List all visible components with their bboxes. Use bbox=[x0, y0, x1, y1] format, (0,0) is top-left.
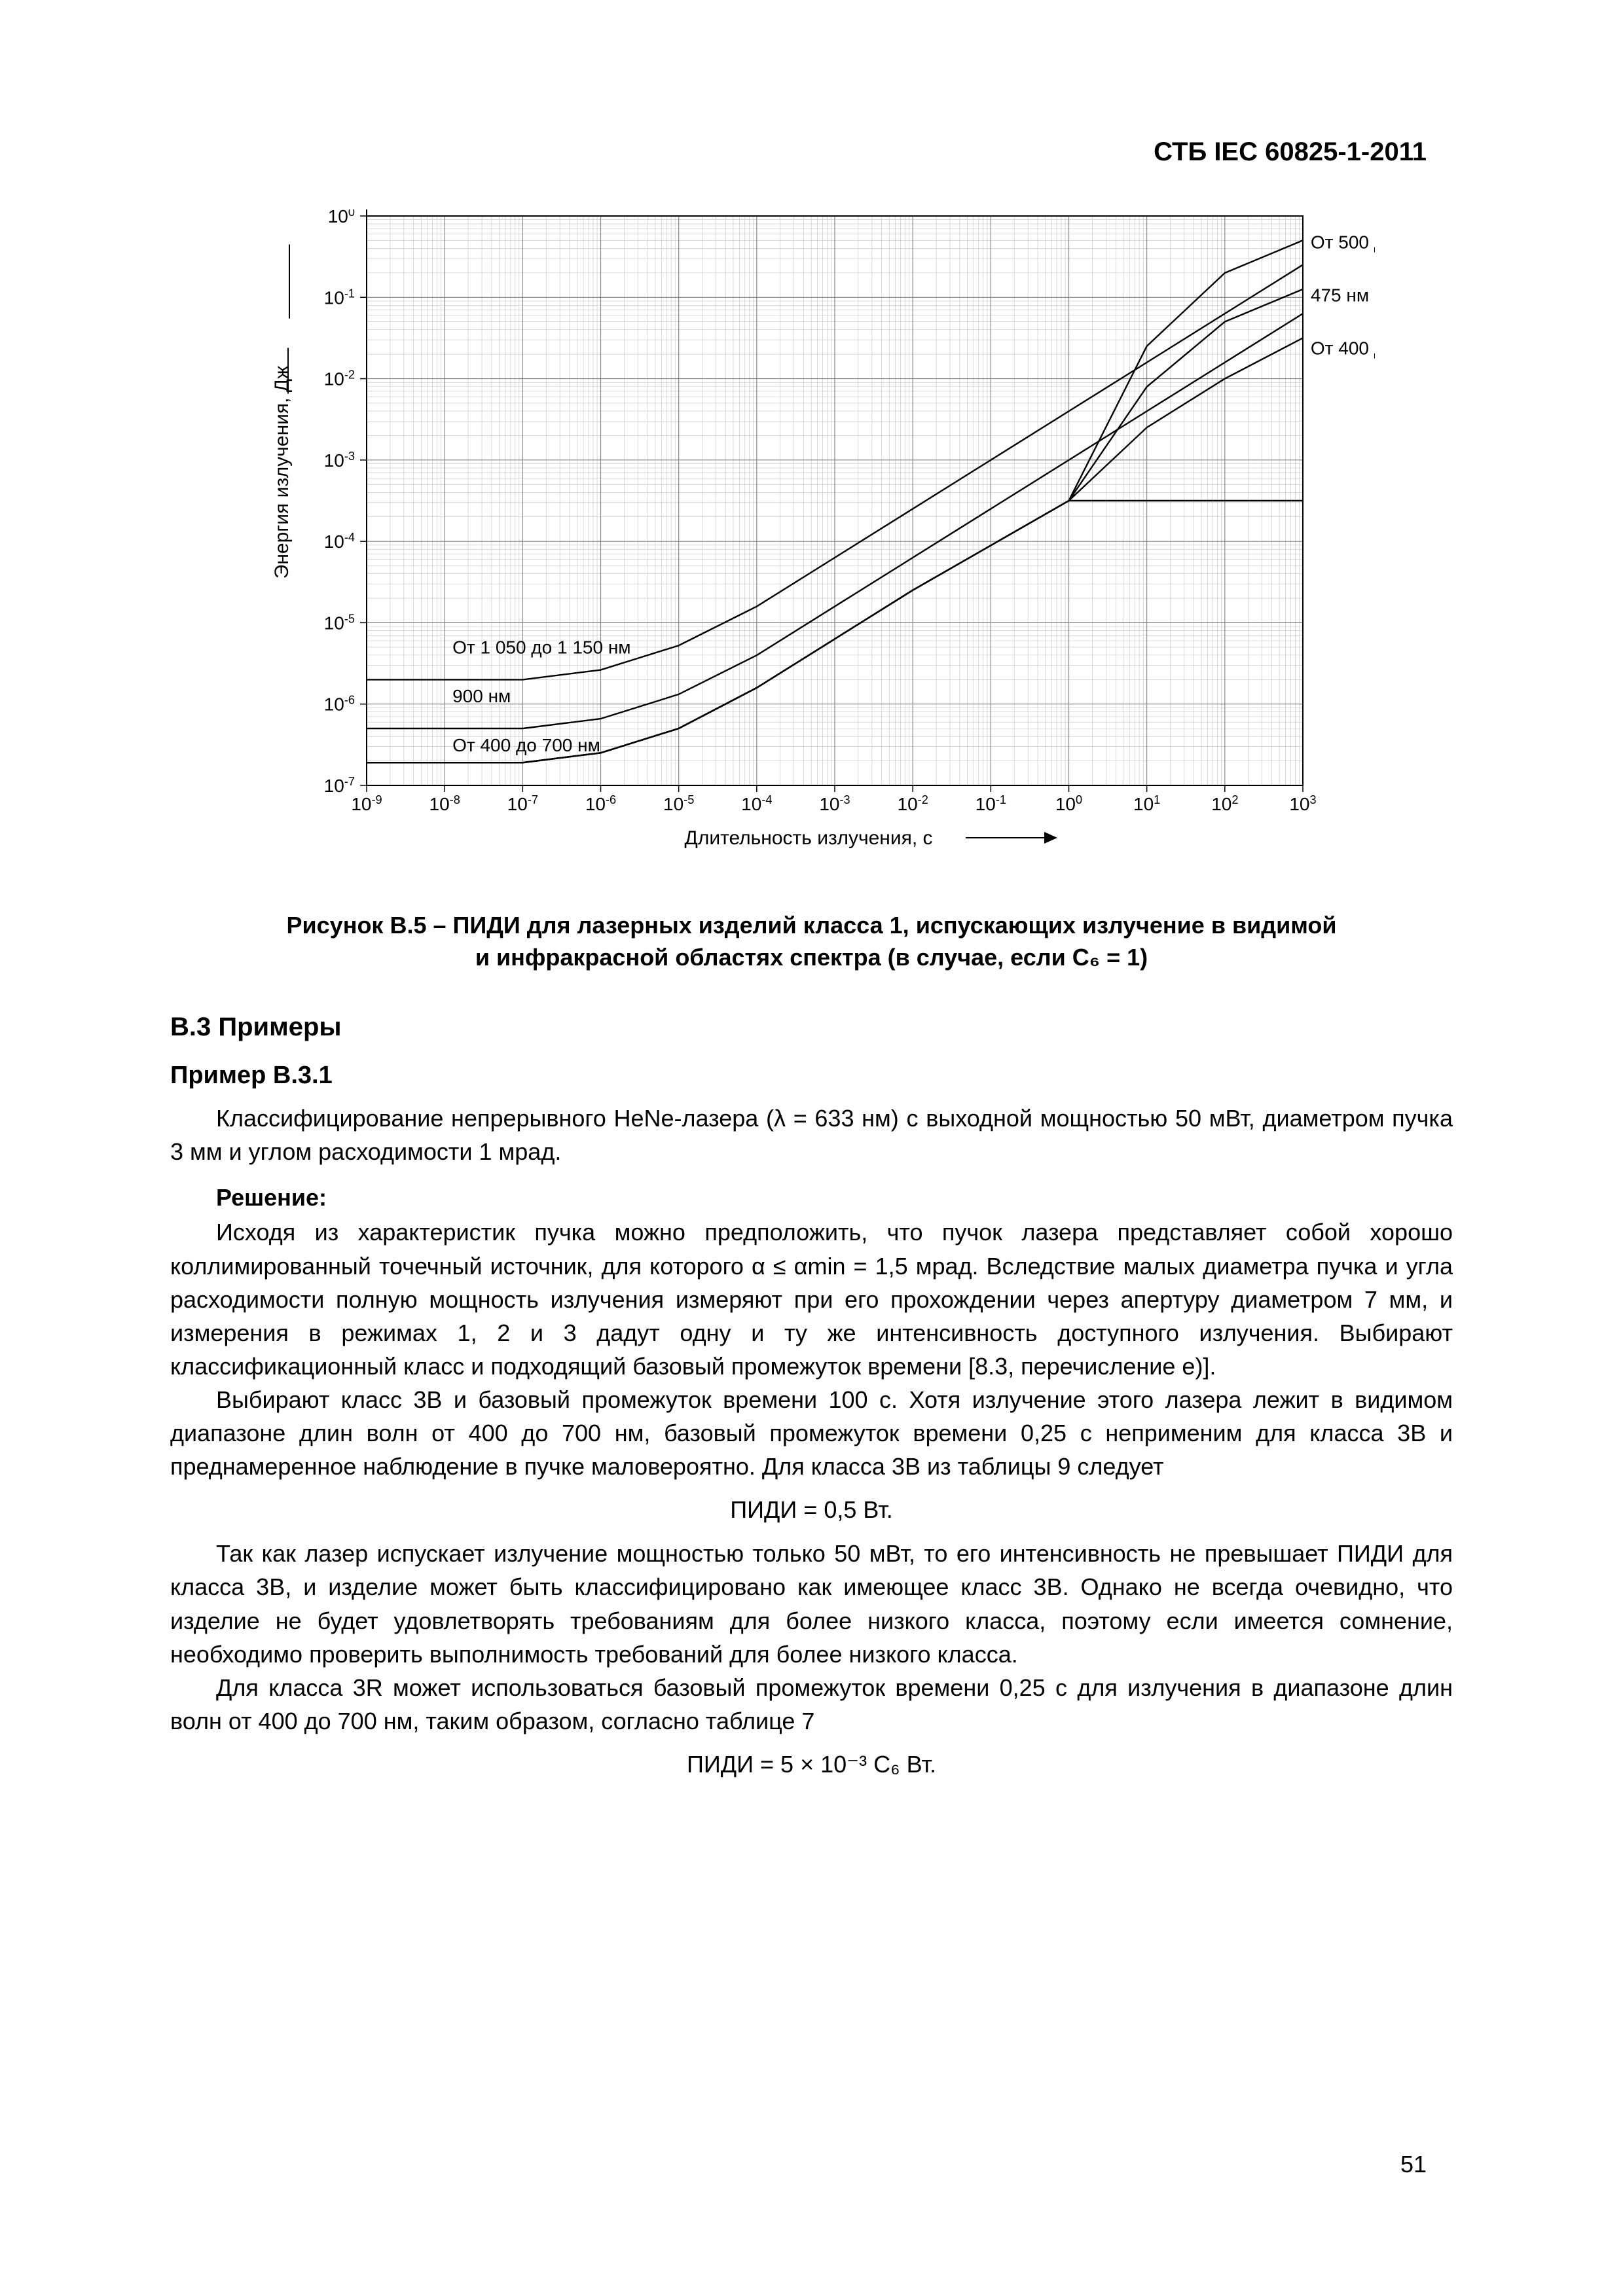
svg-text:Энергия излучения, Дж: Энергия излучения, Дж bbox=[271, 366, 293, 579]
svg-text:От 500 до 700 нм: От 500 до 700 нм bbox=[1310, 232, 1374, 253]
label-solution: Решение: bbox=[170, 1184, 1453, 1211]
svg-text:900 нм: 900 нм bbox=[452, 686, 511, 706]
heading-b3: В.3 Примеры bbox=[170, 1013, 1453, 1042]
svg-text:От 1 050 до 1 150 нм: От 1 050 до 1 150 нм bbox=[452, 637, 630, 658]
svg-text:475 нм: 475 нм bbox=[1310, 285, 1368, 306]
chart-svg: 10-910-810-710-610-510-410-310-210-11001… bbox=[249, 209, 1375, 884]
heading-example-b31: Пример В.3.1 bbox=[170, 1062, 1453, 1090]
para-5: Для класса 3R может использоваться базов… bbox=[170, 1671, 1453, 1738]
caption-line-1: Рисунок В.5 – ПИДИ для лазерных изделий … bbox=[287, 912, 1337, 939]
doc-header: СТБ IEC 60825-1-2011 bbox=[1154, 137, 1427, 167]
svg-text:Длительность излучения, с: Длительность излучения, с bbox=[684, 827, 932, 849]
para-3: Выбирают класс 3В и базовый промежуток в… bbox=[170, 1383, 1453, 1483]
svg-text:От 400 до 700 нм: От 400 до 700 нм bbox=[452, 735, 600, 755]
para-4: Так как лазер испускает излучение мощнос… bbox=[170, 1537, 1453, 1670]
equation-1: ПИДИ = 0,5 Вт. bbox=[170, 1496, 1453, 1524]
page-number: 51 bbox=[1400, 2151, 1427, 2178]
equation-2: ПИДИ = 5 × 10⁻³ C₆ Вт. bbox=[170, 1751, 1453, 1778]
caption-line-2: и инфракрасной областях спектра (в случа… bbox=[475, 944, 1148, 971]
para-1: Классифицирование непрерывного HeNe-лазе… bbox=[170, 1102, 1453, 1168]
figure-b5-chart: 10-910-810-710-610-510-410-310-210-11001… bbox=[249, 209, 1375, 884]
figure-caption: Рисунок В.5 – ПИДИ для лазерных изделий … bbox=[255, 910, 1368, 973]
svg-text:От 400 до 450 нм: От 400 до 450 нм bbox=[1310, 338, 1374, 358]
para-2: Исходя из характеристик пучка можно пред… bbox=[170, 1215, 1453, 1383]
